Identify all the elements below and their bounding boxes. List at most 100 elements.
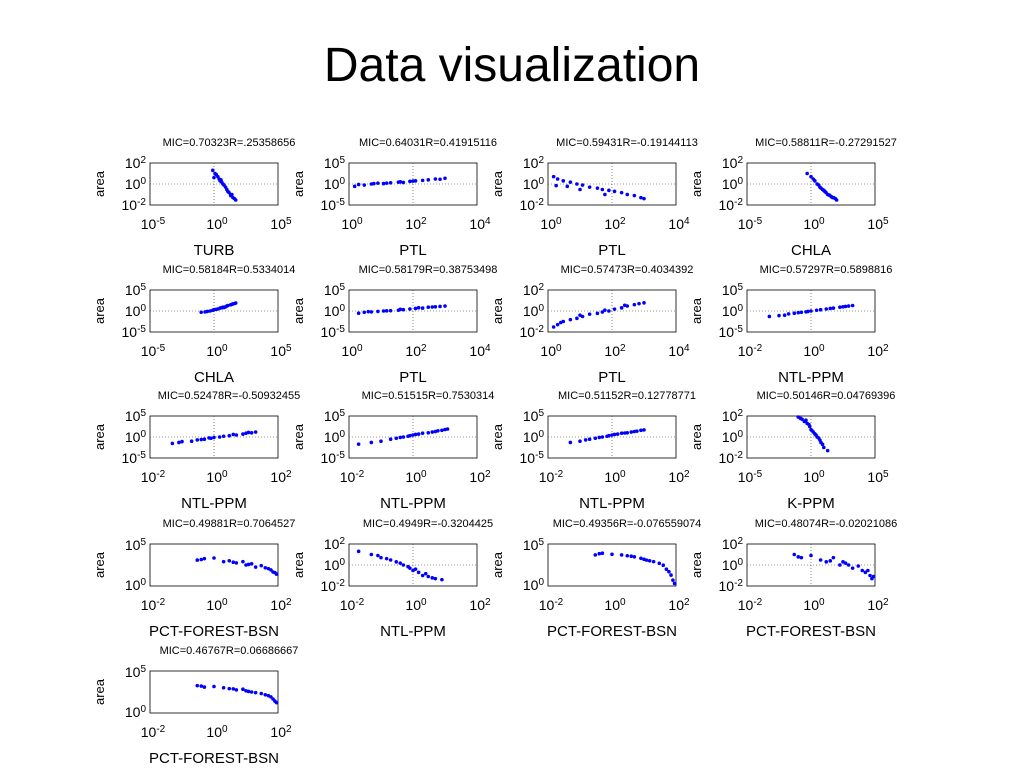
tick-label: 100 — [523, 429, 545, 446]
data-point — [423, 571, 428, 576]
data-point — [607, 188, 611, 193]
tick-label: 102 — [125, 155, 147, 172]
data-point — [426, 574, 431, 579]
tick-label: 102 — [722, 155, 744, 172]
data-point — [799, 310, 804, 315]
tick-label: 100 — [125, 704, 147, 721]
data-point — [388, 437, 393, 441]
data-point — [381, 181, 386, 186]
data-point — [814, 433, 818, 437]
data-point — [625, 192, 630, 197]
tick-label: 100 — [341, 343, 363, 360]
x-axis-label: CHLA — [791, 242, 831, 259]
data-point — [796, 555, 801, 559]
data-point — [804, 418, 808, 422]
data-point — [629, 430, 634, 434]
data-point — [805, 171, 809, 176]
tick-label: 100 — [324, 557, 346, 574]
data-point — [555, 322, 560, 327]
data-point — [394, 560, 399, 564]
data-point — [811, 177, 816, 181]
panel-title: MIC=0.51152R=0.12778771 — [558, 390, 696, 402]
data-point — [619, 431, 624, 436]
data-point — [600, 435, 605, 439]
data-point — [603, 192, 607, 197]
data-point — [786, 312, 791, 316]
data-point — [222, 305, 226, 310]
tick-label: 102 — [469, 597, 491, 614]
data-point — [583, 438, 588, 442]
data-point — [388, 181, 393, 185]
data-point — [263, 565, 268, 570]
data-point — [426, 178, 431, 182]
tick-label: 10-5 — [122, 450, 147, 467]
data-point — [263, 692, 268, 697]
data-point — [426, 305, 431, 310]
tick-label: 102 — [270, 469, 292, 486]
tick-label: 10-2 — [738, 597, 763, 614]
data-point — [595, 311, 600, 316]
data-point — [259, 563, 264, 568]
x-axis-label: NTL-PPM — [380, 495, 446, 512]
tick-label: 10-5 — [321, 450, 346, 467]
data-point — [241, 559, 245, 564]
data-point — [593, 436, 598, 441]
data-point — [376, 181, 380, 185]
data-point — [230, 192, 234, 197]
y-axis-label: area — [92, 297, 107, 324]
data-point — [241, 432, 245, 436]
tick-label: 100 — [324, 429, 346, 446]
tick-label: 10-5 — [321, 197, 346, 214]
tick-label: 102 — [867, 343, 889, 360]
data-point — [672, 581, 677, 586]
tick-label: 10-2 — [520, 324, 545, 341]
data-point — [587, 437, 592, 441]
data-point — [667, 569, 671, 574]
data-point — [199, 437, 204, 442]
data-point — [619, 306, 624, 310]
tick-label: 102 — [324, 536, 346, 553]
data-point — [394, 436, 399, 441]
data-point — [827, 193, 831, 197]
data-point — [440, 428, 444, 433]
x-axis-label: NTL-PPM — [778, 369, 844, 386]
data-point — [369, 552, 374, 557]
data-point — [838, 305, 842, 310]
data-point — [843, 304, 848, 309]
tick-label: 100 — [405, 597, 427, 614]
data-point — [413, 306, 418, 311]
data-point — [632, 193, 637, 198]
data-point — [558, 320, 563, 325]
scatter-panel: MIC=0.70323R=.25358656 area 102 100 10-2 10-5… — [92, 137, 295, 259]
data-point — [587, 185, 592, 189]
tick-label: 102 — [469, 469, 491, 486]
y-axis-label: area — [689, 170, 704, 197]
tick-label: 100 — [803, 216, 825, 233]
data-point — [647, 559, 652, 563]
tick-label: 100 — [803, 597, 825, 614]
data-point — [600, 310, 605, 314]
data-point — [408, 179, 412, 184]
data-point — [384, 309, 389, 313]
data-point — [221, 434, 226, 439]
tick-label: 105 — [722, 282, 744, 299]
y-axis-label: area — [689, 423, 704, 450]
tick-label: 100 — [803, 343, 825, 360]
data-point — [814, 308, 819, 313]
tick-label: 104 — [668, 216, 690, 233]
data-point — [177, 440, 181, 445]
data-point — [809, 174, 813, 179]
data-point — [554, 183, 558, 188]
data-point — [822, 188, 826, 193]
data-point — [420, 573, 425, 578]
data-point — [212, 435, 216, 440]
tick-label: 10-2 — [321, 578, 346, 595]
data-point — [212, 175, 216, 180]
data-point — [831, 555, 836, 560]
scatter-panel: MIC=0.58811R=-0.27291527 area 102 100 10-2 10… — [689, 137, 897, 259]
scatter-panel: MIC=0.49881R=0.7064527 area 105 100 10-2 100 1… — [92, 518, 295, 640]
data-point — [195, 683, 200, 688]
tick-label: 10-2 — [719, 450, 744, 467]
tick-label: 105 — [324, 155, 346, 172]
data-point — [810, 428, 814, 433]
